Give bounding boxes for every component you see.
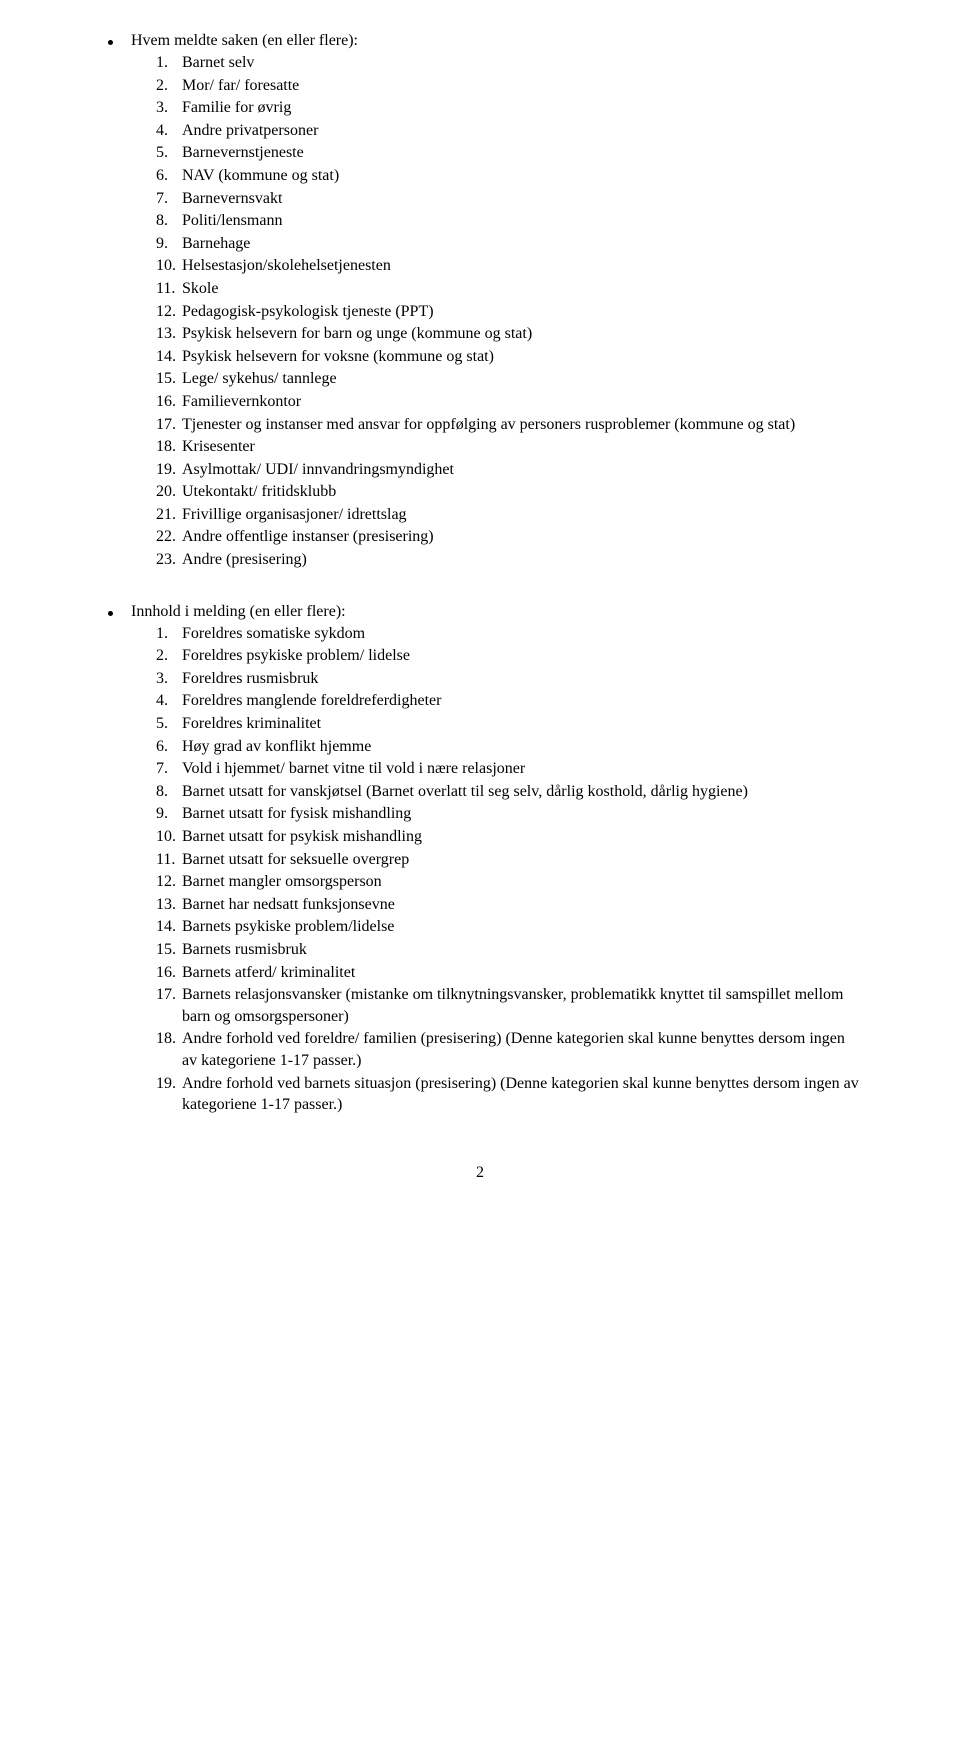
list-item: Krisesenter xyxy=(156,436,860,458)
list-item: Andre (presisering) xyxy=(156,549,860,571)
report-content-list: Foreldres somatiske sykdom Foreldres psy… xyxy=(156,623,860,1116)
list-item: Foreldres kriminalitet xyxy=(156,713,860,735)
list-item: Familie for øvrig xyxy=(156,97,860,119)
section-heading: Hvem meldte saken (en eller flere): xyxy=(131,32,860,50)
list-item: Tjenester og instanser med ansvar for op… xyxy=(156,414,860,436)
who-reported-list: Barnet selv Mor/ far/ foresatte Familie … xyxy=(156,52,860,571)
bullet-icon xyxy=(108,40,113,45)
list-item: Barnevernstjeneste xyxy=(156,142,860,164)
list-item: NAV (kommune og stat) xyxy=(156,165,860,187)
list-item: Barnet selv xyxy=(156,52,860,74)
list-item: Skole xyxy=(156,278,860,300)
list-item: Barnet har nedsatt funksjonsevne xyxy=(156,894,860,916)
section-who-reported: Hvem meldte saken (en eller flere): Barn… xyxy=(100,32,860,571)
list-item: Mor/ far/ foresatte xyxy=(156,75,860,97)
list-item: Barnehage xyxy=(156,233,860,255)
list-item: Barnet utsatt for psykisk mishandling xyxy=(156,826,860,848)
section-report-content: Innhold i melding (en eller flere): Fore… xyxy=(100,603,860,1116)
list-item: Utekontakt/ fritidsklubb xyxy=(156,481,860,503)
list-item: Foreldres psykiske problem/ lidelse xyxy=(156,645,860,667)
list-item: Barnets rusmisbruk xyxy=(156,939,860,961)
list-item: Psykisk helsevern for barn og unge (komm… xyxy=(156,323,860,345)
list-item: Barnet utsatt for fysisk mishandling xyxy=(156,803,860,825)
list-item: Pedagogisk-psykologisk tjeneste (PPT) xyxy=(156,301,860,323)
list-item: Vold i hjemmet/ barnet vitne til vold i … xyxy=(156,758,860,780)
list-item: Barnet utsatt for seksuelle overgrep xyxy=(156,849,860,871)
list-item: Barnets relasjonsvansker (mistanke om ti… xyxy=(156,984,860,1027)
list-item: Foreldres somatiske sykdom xyxy=(156,623,860,645)
list-item: Helsestasjon/skolehelsetjenesten xyxy=(156,255,860,277)
section-heading: Innhold i melding (en eller flere): xyxy=(131,603,860,621)
list-item: Politi/lensmann xyxy=(156,210,860,232)
list-item: Andre offentlige instanser (presisering) xyxy=(156,526,860,548)
list-item: Asylmottak/ UDI/ innvandringsmyndighet xyxy=(156,459,860,481)
list-item: Barnet mangler omsorgsperson xyxy=(156,871,860,893)
list-item: Barnets atferd/ kriminalitet xyxy=(156,962,860,984)
list-item: Foreldres rusmisbruk xyxy=(156,668,860,690)
list-item: Høy grad av konflikt hjemme xyxy=(156,736,860,758)
document-page: Hvem meldte saken (en eller flere): Barn… xyxy=(0,0,960,1230)
list-item: Andre forhold ved foreldre/ familien (pr… xyxy=(156,1028,860,1071)
list-item: Frivillige organisasjoner/ idrettslag xyxy=(156,504,860,526)
list-item: Andre forhold ved barnets situasjon (pre… xyxy=(156,1073,860,1116)
list-item: Andre privatpersoner xyxy=(156,120,860,142)
page-number: 2 xyxy=(100,1164,860,1182)
list-item: Lege/ sykehus/ tannlege xyxy=(156,368,860,390)
list-item: Foreldres manglende foreldreferdigheter xyxy=(156,690,860,712)
section-heading-row: Hvem meldte saken (en eller flere): xyxy=(108,32,860,50)
list-item: Psykisk helsevern for voksne (kommune og… xyxy=(156,346,860,368)
bullet-icon xyxy=(108,611,113,616)
list-item: Barnet utsatt for vanskjøtsel (Barnet ov… xyxy=(156,781,860,803)
list-item: Barnevernsvakt xyxy=(156,188,860,210)
section-heading-row: Innhold i melding (en eller flere): xyxy=(108,603,860,621)
list-item: Familievernkontor xyxy=(156,391,860,413)
list-item: Barnets psykiske problem/lidelse xyxy=(156,916,860,938)
